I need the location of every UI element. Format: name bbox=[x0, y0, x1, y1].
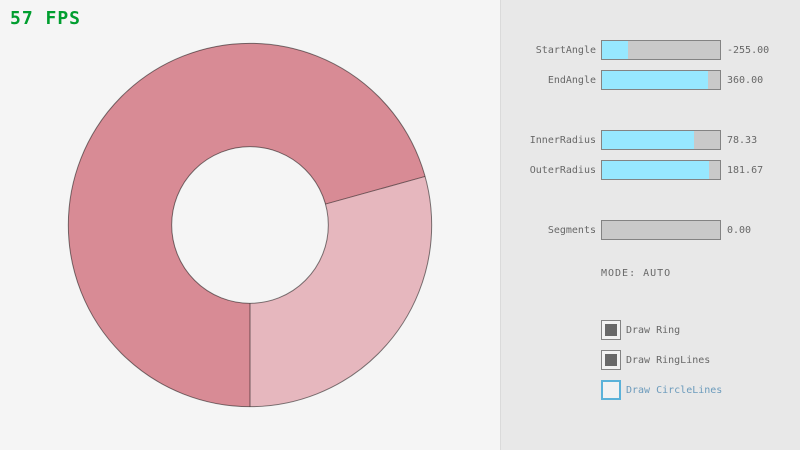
slider-group: InnerRadius 78.33 OuterRadius 181.67 bbox=[501, 130, 800, 180]
check-mark-icon bbox=[605, 354, 617, 366]
checkbox-box-draw-circlelines[interactable] bbox=[601, 380, 621, 400]
slider-label-outer-radius: OuterRadius bbox=[529, 164, 596, 176]
checkbox-box-draw-ringlines[interactable] bbox=[601, 350, 621, 370]
slider-label-inner-radius: InnerRadius bbox=[529, 134, 596, 146]
slider-row-segments: Segments 0.00 bbox=[501, 220, 800, 240]
checkbox-box-draw-ring[interactable] bbox=[601, 320, 621, 340]
slider-value-segments: 0.00 bbox=[727, 224, 752, 236]
checkbox-draw-ringlines[interactable]: Draw RingLines bbox=[601, 350, 722, 370]
checkbox-label-draw-circlelines: Draw CircleLines bbox=[626, 384, 723, 396]
slider-fill-outer-radius bbox=[602, 161, 710, 179]
slider-bar-inner-radius[interactable] bbox=[601, 130, 721, 150]
ring-inner-outline bbox=[171, 146, 329, 304]
checkbox-label-draw-ringlines: Draw RingLines bbox=[626, 354, 711, 366]
slider-label-start-angle: StartAngle bbox=[535, 44, 596, 56]
slider-value-start-angle: -255.00 bbox=[727, 44, 770, 56]
check-mark-icon bbox=[605, 324, 617, 336]
checkbox-label-draw-ring: Draw Ring bbox=[626, 324, 681, 336]
slider-group: Segments 0.00 bbox=[501, 220, 800, 240]
ring-sector-overlap-double-drawn bbox=[68, 43, 426, 407]
slider-label-segments: Segments bbox=[547, 224, 596, 236]
slider-group: StartAngle -255.00 EndAngle 360.00 bbox=[501, 40, 800, 90]
slider-value-inner-radius: 78.33 bbox=[727, 134, 758, 146]
slider-fill-end-angle bbox=[602, 71, 709, 89]
slider-row-start-angle: StartAngle -255.00 bbox=[501, 40, 800, 60]
slider-fill-inner-radius bbox=[602, 131, 695, 149]
slider-row-end-angle: EndAngle 360.00 bbox=[501, 70, 800, 90]
slider-value-outer-radius: 181.67 bbox=[727, 164, 764, 176]
slider-fill-start-angle bbox=[602, 41, 628, 59]
slider-bar-start-angle[interactable] bbox=[601, 40, 721, 60]
slider-value-end-angle: 360.00 bbox=[727, 74, 764, 86]
control-panel: StartAngle -255.00 EndAngle 360.00 InnerRadi… bbox=[500, 0, 800, 450]
slider-row-inner-radius: InnerRadius 78.33 bbox=[501, 130, 800, 150]
checkbox-section: Draw Ring Draw RingLines Draw CircleLines bbox=[601, 320, 722, 410]
slider-section: StartAngle -255.00 EndAngle 360.00 InnerRadi… bbox=[501, 40, 800, 280]
checkbox-draw-ring[interactable]: Draw Ring bbox=[601, 320, 722, 340]
ring-radial-line bbox=[325, 175, 426, 205]
checkbox-draw-circlelines[interactable]: Draw CircleLines bbox=[601, 380, 722, 400]
ring-sector-single-drawn bbox=[250, 176, 432, 407]
slider-bar-end-angle[interactable] bbox=[601, 70, 721, 90]
slider-row-outer-radius: OuterRadius 181.67 bbox=[501, 160, 800, 180]
ring-chart bbox=[67, 42, 433, 408]
fps-counter: 57 FPS bbox=[10, 8, 82, 29]
slider-bar-outer-radius[interactable] bbox=[601, 160, 721, 180]
slider-label-end-angle: EndAngle bbox=[547, 74, 596, 86]
slider-bar-segments[interactable] bbox=[601, 220, 721, 240]
mode-label: MODE: AUTO bbox=[601, 268, 672, 279]
